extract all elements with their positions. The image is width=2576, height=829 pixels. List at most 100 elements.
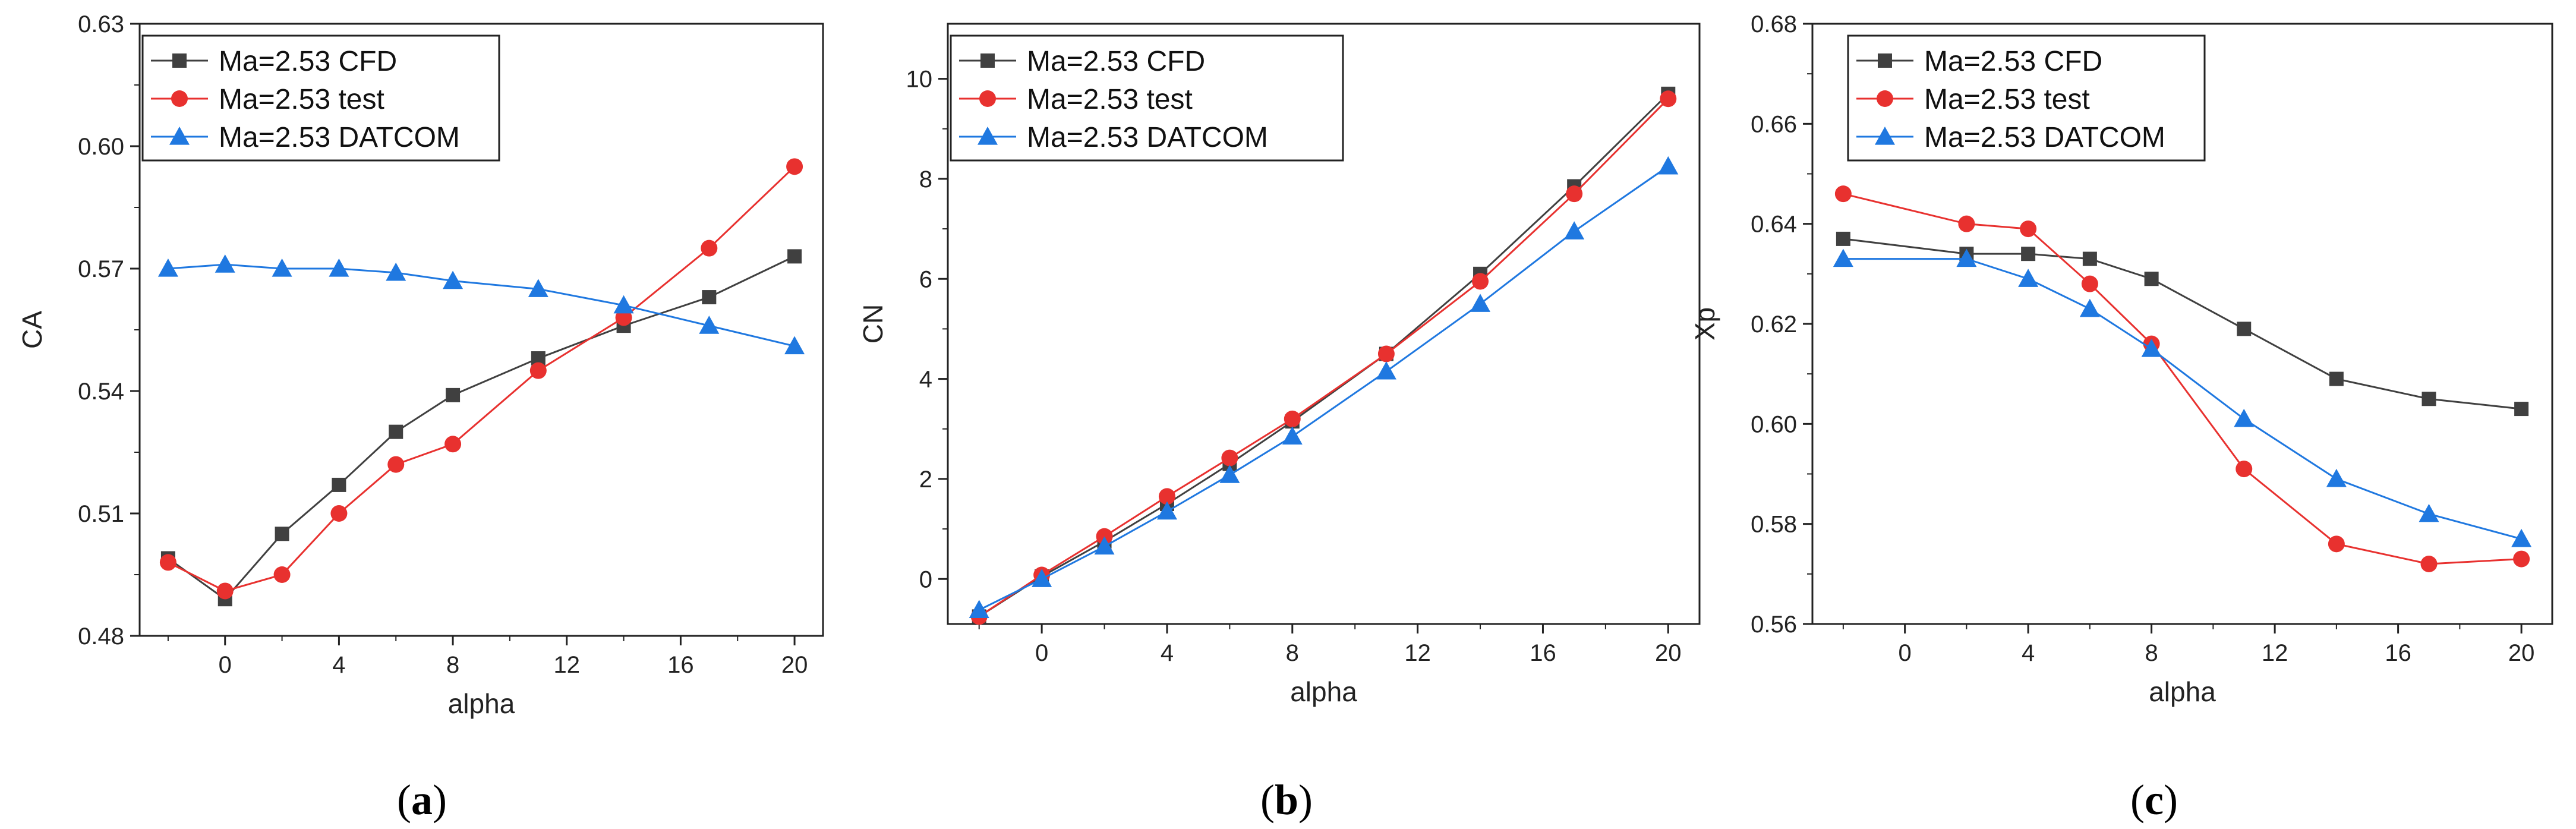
x-tick-label: 20 xyxy=(2508,640,2535,666)
x-tick-label: 16 xyxy=(2385,640,2411,666)
x-tick-label: 16 xyxy=(1530,640,1556,666)
data-point xyxy=(699,316,720,334)
data-point xyxy=(2237,321,2252,336)
y-tick-label: 0.60 xyxy=(1751,411,1797,437)
data-point xyxy=(2082,251,2097,266)
data-point xyxy=(332,477,346,492)
series-line xyxy=(168,263,795,347)
data-point xyxy=(446,387,461,402)
series-line xyxy=(168,256,795,601)
y-tick-label: 0.66 xyxy=(1751,111,1797,137)
data-point xyxy=(275,527,289,541)
y-tick-label: 0.62 xyxy=(1751,311,1797,338)
panel-caption: (a) xyxy=(397,776,447,824)
x-tick-label: 12 xyxy=(2262,640,2288,666)
x-tick-label: 0 xyxy=(1899,640,1912,666)
data-point xyxy=(2513,550,2530,568)
data-point xyxy=(1564,221,1585,239)
y-tick-label: 0.48 xyxy=(78,623,124,650)
y-tick-label: 4 xyxy=(919,367,932,393)
plot-frame xyxy=(947,23,1701,625)
data-point xyxy=(1377,345,1395,363)
data-point xyxy=(1660,90,1677,108)
data-point xyxy=(1032,569,1052,587)
data-point xyxy=(2021,247,2036,261)
data-point xyxy=(2236,461,2253,478)
y-tick-label: 0.63 xyxy=(78,11,124,37)
legend-entry: Ma=2.53 DATCOM xyxy=(1924,122,2165,153)
series-line xyxy=(1843,258,2522,540)
data-point xyxy=(1956,248,1977,267)
legend: Ma=2.53 CFD Ma=2.53 test Ma=2.53 DATCOM xyxy=(141,34,500,162)
data-point xyxy=(2081,275,2098,292)
x-tick-label: 0 xyxy=(1035,640,1048,666)
data-point xyxy=(1282,426,1303,445)
x-tick-label: 8 xyxy=(446,652,459,678)
y-tick-label: 0.56 xyxy=(1751,611,1797,638)
x-tick-label: 4 xyxy=(332,652,345,678)
data-point xyxy=(2514,402,2529,417)
series-circle xyxy=(159,158,803,600)
series-line xyxy=(979,165,1669,611)
legend-marker xyxy=(1878,53,1892,68)
x-tick-label: 4 xyxy=(1161,640,1174,666)
data-point xyxy=(613,295,634,314)
data-point xyxy=(1470,294,1491,312)
x-tick-label: 12 xyxy=(554,652,581,678)
x-tick-label: 8 xyxy=(1286,640,1299,666)
y-axis-title: Xp xyxy=(1689,307,1720,341)
legend-marker xyxy=(980,53,995,68)
legend-entry: Ma=2.53 CFD xyxy=(1924,46,2102,77)
y-tick-label: 6 xyxy=(919,266,932,292)
y-tick-label: 2 xyxy=(919,466,932,493)
chart-panel-c: 0 4 8 12 16 20 0.56 0.58 0.60 0.62 0.64 0.66 0.68 alp… xyxy=(1689,11,2553,824)
data-point xyxy=(443,270,464,289)
data-point xyxy=(272,259,292,277)
series-square xyxy=(160,249,802,607)
legend-entry: Ma=2.53 test xyxy=(1924,84,2090,115)
data-point xyxy=(2326,468,2347,487)
legend-entry: Ma=2.53 DATCOM xyxy=(1027,122,1268,153)
data-point xyxy=(216,582,234,600)
panel-caption: (b) xyxy=(1260,776,1313,824)
data-point xyxy=(2328,535,2345,553)
data-point xyxy=(387,456,405,473)
series-line xyxy=(978,93,1669,617)
x-tick-label: 4 xyxy=(2022,640,2035,666)
legend-entry: Ma=2.53 test xyxy=(219,84,384,115)
legend: Ma=2.53 CFD Ma=2.53 test Ma=2.53 DATCOM xyxy=(1847,34,2206,162)
y-tick-label: 0.51 xyxy=(78,501,124,527)
data-point xyxy=(786,158,803,175)
series-triangle xyxy=(969,156,1679,619)
data-point xyxy=(329,259,349,277)
series-square xyxy=(1836,231,2529,417)
data-point xyxy=(1566,185,1583,203)
data-point xyxy=(2511,528,2532,547)
legend-entry: Ma=2.53 CFD xyxy=(1027,46,1205,77)
y-tick-label: 8 xyxy=(919,166,932,193)
x-axis-title: alpha xyxy=(448,688,515,719)
data-point xyxy=(2144,272,2159,286)
data-point xyxy=(2420,556,2438,572)
y-tick-label: 0.68 xyxy=(1751,11,1797,37)
data-point xyxy=(444,436,462,453)
data-point xyxy=(2141,339,2162,357)
y-tick-label: 0.60 xyxy=(78,134,124,160)
panel-caption: (c) xyxy=(2130,776,2178,824)
data-point xyxy=(1156,501,1177,520)
data-point xyxy=(2329,371,2344,386)
data-point xyxy=(2234,408,2255,427)
data-point xyxy=(273,566,291,583)
data-point xyxy=(1284,410,1301,427)
x-axis-title: alpha xyxy=(1290,676,1357,707)
data-point xyxy=(1834,185,1852,203)
x-tick-label: 8 xyxy=(2145,640,2158,666)
y-tick-label: 10 xyxy=(906,67,933,93)
legend-marker xyxy=(979,90,996,107)
legend-marker xyxy=(169,127,190,145)
x-tick-label: 20 xyxy=(1655,640,1682,666)
data-point xyxy=(2421,392,2436,406)
y-tick-label: 0.57 xyxy=(78,256,124,282)
legend-marker xyxy=(171,90,188,107)
